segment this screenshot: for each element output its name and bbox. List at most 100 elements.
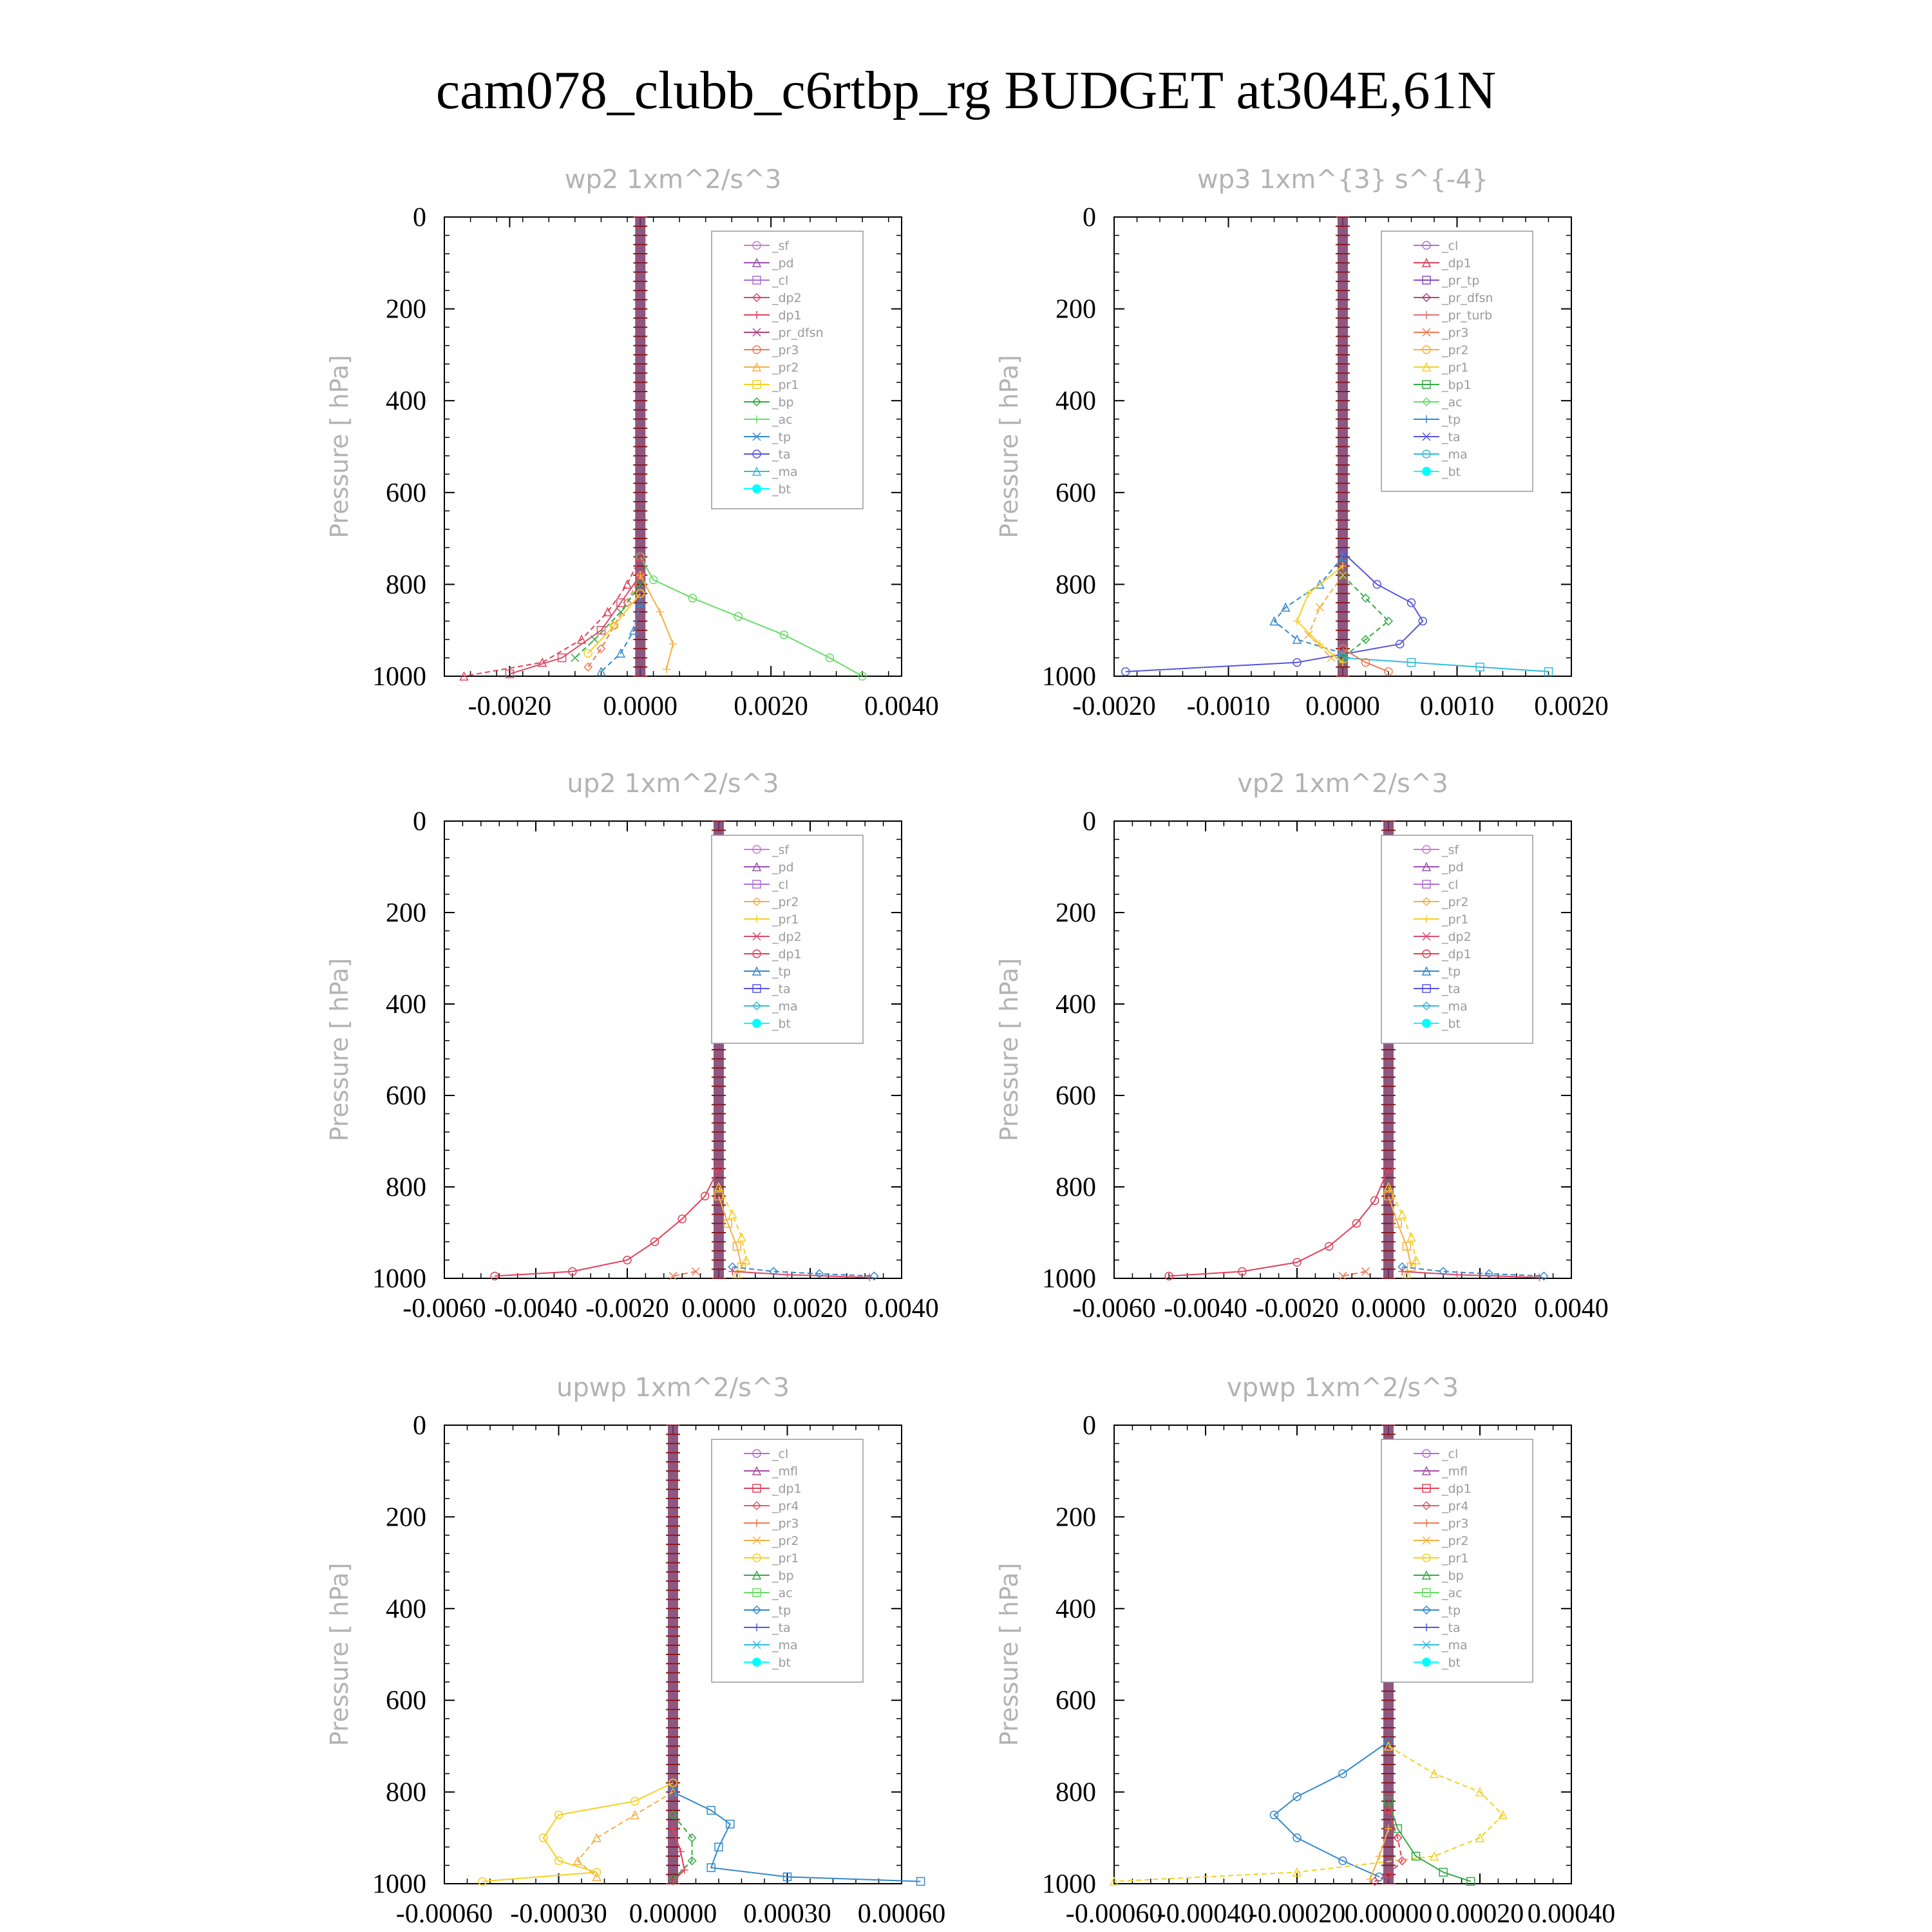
series-line-pr1 xyxy=(718,1186,747,1274)
point-pr2 xyxy=(592,1833,601,1842)
point-pr2 xyxy=(1366,1875,1374,1883)
legend-label: _ac xyxy=(1441,1586,1463,1600)
legend-box xyxy=(1381,835,1533,1044)
point-tp xyxy=(706,1806,715,1815)
series-line-dp2 xyxy=(509,574,641,675)
point-pr2 xyxy=(737,1262,746,1271)
legend-label: _tp xyxy=(1441,965,1461,979)
point-dp1 xyxy=(622,579,632,589)
legend-label: _tp xyxy=(772,430,791,444)
legend-box xyxy=(711,835,864,1044)
legend-label: _ma xyxy=(1441,448,1468,462)
legend-label: _ma xyxy=(772,465,798,479)
legend-marker xyxy=(752,1484,761,1493)
legend-label: _pd xyxy=(772,860,794,875)
series-line-pr2 xyxy=(639,574,674,670)
point-bp xyxy=(1411,1852,1421,1861)
point-pr1 xyxy=(583,649,592,658)
y-tick-label: 200 xyxy=(1056,295,1096,325)
y-tick-label: 400 xyxy=(386,386,426,416)
y-axis-label: Pressure [ hPa] xyxy=(325,1563,354,1747)
point-pr1 xyxy=(554,1856,564,1866)
legend-label: _pr4 xyxy=(772,1499,799,1513)
series-line-ma xyxy=(1342,657,1549,672)
legend-marker xyxy=(1422,1553,1431,1562)
legend-label: _ma xyxy=(1441,999,1468,1014)
legend-label: _bp xyxy=(772,395,794,410)
x-tick-label: 0.0020 xyxy=(773,1294,848,1323)
legend-marker xyxy=(752,241,761,250)
legend-label: _pd xyxy=(1441,860,1464,875)
legend-box xyxy=(711,1439,864,1683)
legend-marker xyxy=(752,845,761,854)
point-pr1 xyxy=(554,1810,564,1819)
y-tick-label: 0 xyxy=(1083,1411,1096,1441)
point-dp1 xyxy=(1293,1258,1302,1267)
point-pr1 xyxy=(714,1182,724,1191)
legend-marker xyxy=(1421,362,1432,372)
legend-label: _pr_turb xyxy=(1441,308,1492,323)
point-tp xyxy=(1384,1737,1393,1747)
point-pr1 xyxy=(539,1833,548,1842)
point-dp1 xyxy=(636,551,645,562)
legend-marker xyxy=(752,345,761,354)
point-pr2 xyxy=(662,665,670,674)
y-tick-label: 200 xyxy=(386,1502,426,1532)
y-tick-label: 600 xyxy=(386,1081,426,1111)
point-dp2 xyxy=(1535,1273,1544,1282)
x-tick-label: 0.00000 xyxy=(1345,1899,1433,1929)
x-tick-label: 0.00020 xyxy=(1436,1899,1524,1929)
legend-label: _ma xyxy=(1441,1638,1468,1653)
y-tick-label: 800 xyxy=(1056,1778,1096,1808)
legend-marker xyxy=(752,1466,762,1475)
legend-label: _pr3 xyxy=(1441,326,1468,340)
legend-label: _dp1 xyxy=(1441,947,1472,961)
point-pr1 xyxy=(1383,1741,1394,1751)
legend-label: _ma xyxy=(772,999,798,1014)
legend-marker xyxy=(752,1570,762,1580)
legend-label: _dp1 xyxy=(772,1482,802,1496)
legend-marker xyxy=(1421,258,1432,267)
y-tick-label: 400 xyxy=(1056,386,1096,416)
y-tick-label: 600 xyxy=(386,478,426,508)
legend-label: _pr1 xyxy=(772,378,799,392)
x-tick-label: -0.0040 xyxy=(1164,1294,1247,1323)
point-tp xyxy=(596,667,606,676)
point-dp1 xyxy=(623,1255,632,1265)
point-bp xyxy=(668,1810,678,1820)
panel-5: upwp 1xm^2/s^3 Pressure [ hPa] 0 200 400 600 8… xyxy=(325,1373,945,1929)
series-line-tp xyxy=(1273,1741,1389,1878)
point-pr2 xyxy=(669,640,677,649)
x-tick-label: -0.00040 xyxy=(1157,1899,1255,1929)
legend-marker xyxy=(752,949,761,958)
legend-label: _ac xyxy=(772,413,793,427)
y-axis-label: Pressure [ hPa] xyxy=(995,1563,1023,1747)
x-tick-label: -0.0020 xyxy=(1072,692,1156,721)
panel-3: up2 1xm^2/s^3 Pressure [ hPa] 0 200 400 600 80… xyxy=(325,769,939,1323)
point-bp1 xyxy=(1383,616,1394,626)
point-pr3 xyxy=(691,1267,701,1276)
point-dp1 xyxy=(676,1848,685,1856)
series-line-ta xyxy=(1125,551,1424,672)
legend-label: _dp1 xyxy=(772,947,802,961)
legend-label: _dp2 xyxy=(1441,930,1472,944)
legend-marker xyxy=(752,1536,761,1545)
point-pr3 xyxy=(1361,658,1370,667)
legend-marker xyxy=(1423,415,1430,423)
legend-label: _mfl xyxy=(1441,1464,1468,1479)
legend-marker xyxy=(752,432,761,441)
legend-marker xyxy=(752,1449,761,1458)
point-pr1 xyxy=(1475,1833,1485,1842)
legend-marker xyxy=(1421,1466,1432,1475)
x-tick-label: 0.0000 xyxy=(681,1294,756,1323)
point-tp xyxy=(668,1787,677,1797)
point-tp xyxy=(1338,1856,1347,1866)
y-tick-label: 400 xyxy=(386,1595,426,1624)
panel-title: vp2 1xm^2/s^3 xyxy=(1237,769,1448,799)
series-line-dp1 xyxy=(672,1828,685,1882)
point-pr2 xyxy=(1338,571,1347,580)
series-line-pr3 xyxy=(672,1271,696,1277)
legend-label: _tp xyxy=(772,965,791,979)
y-tick-label: 200 xyxy=(386,898,426,928)
